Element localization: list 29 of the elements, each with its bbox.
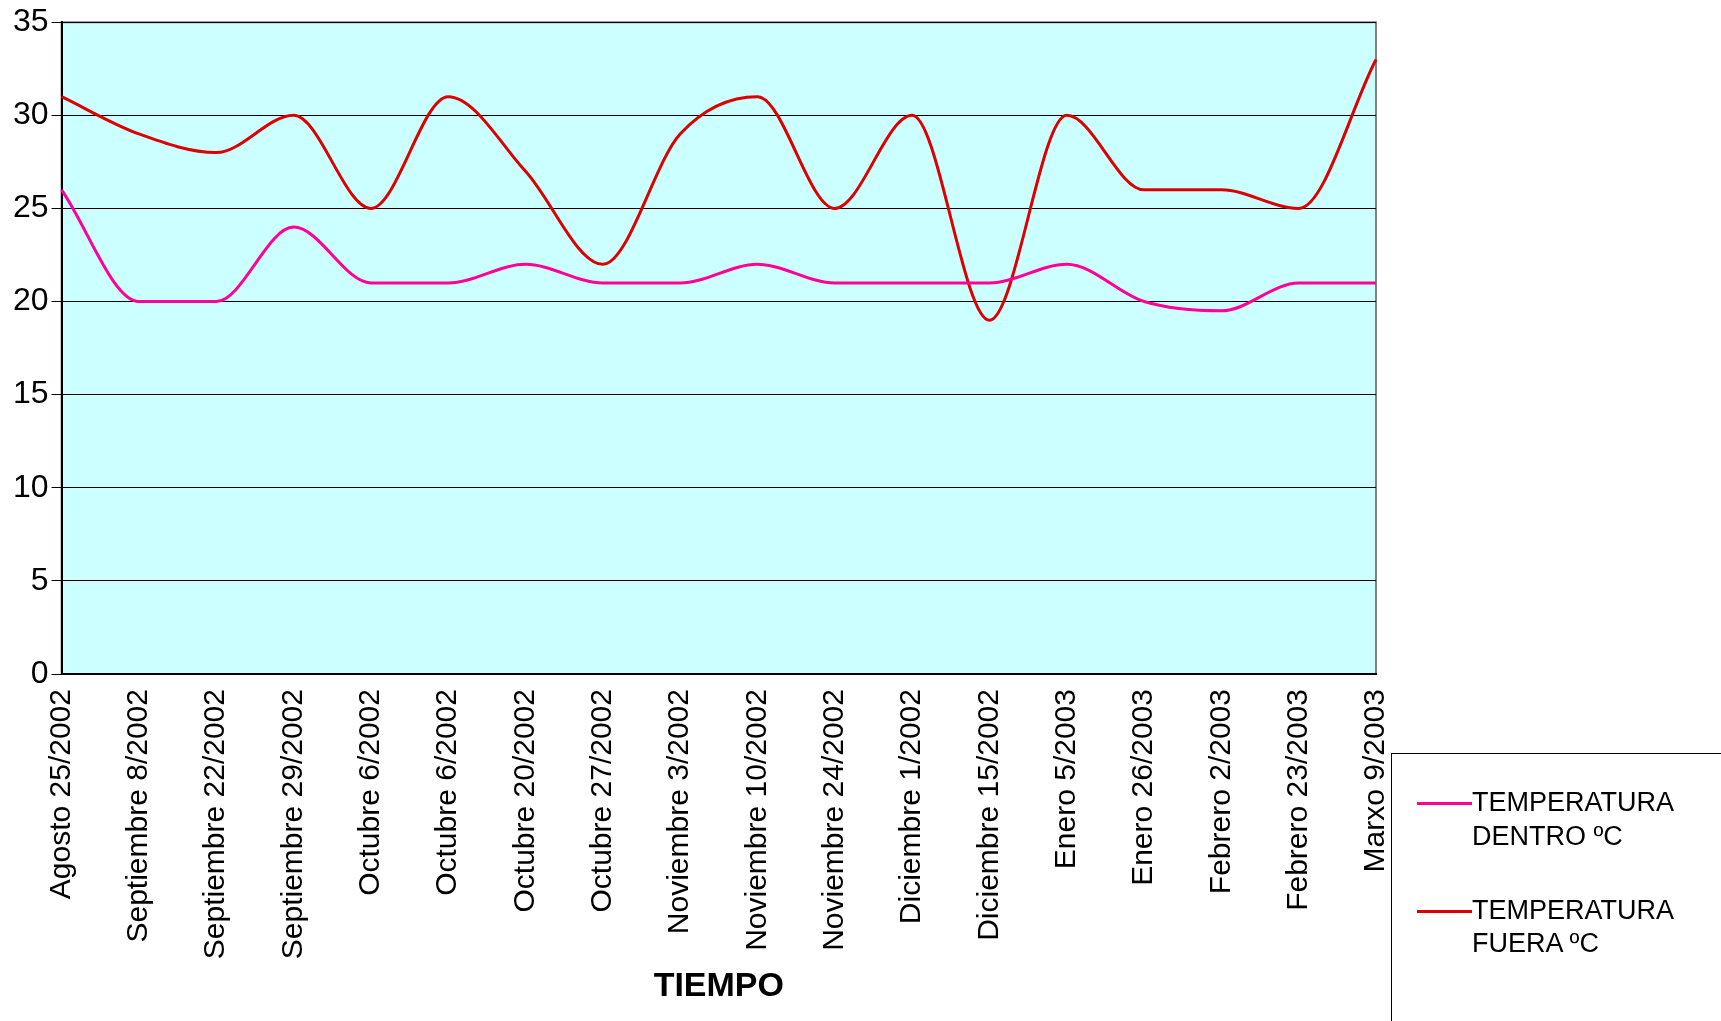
x-tick-label: Septiembre 22/2002 [197, 689, 231, 960]
x-tick-label: Febrero 23/2003 [1279, 689, 1313, 911]
y-tick-label: 5 [30, 560, 49, 597]
legend-label: TEMPERATURA DENTRO ºC [1472, 786, 1675, 853]
x-tick-label: Noviembre 10/2002 [738, 689, 772, 951]
x-tick-label: Septiembre 8/2002 [120, 689, 154, 943]
y-tick-label: 35 [13, 2, 49, 39]
x-tick-label: Octubre 6/2002 [429, 689, 463, 896]
x-tick-label: Febrero 2/2003 [1202, 689, 1236, 895]
x-tick-label: Enero 5/2003 [1047, 689, 1081, 870]
y-tick-label: 10 [13, 467, 49, 504]
x-tick-label: Enero 26/2003 [1125, 689, 1159, 886]
x-axis-title: TIEMPO [653, 964, 784, 1003]
y-tick-label: 0 [30, 653, 49, 690]
x-tick-label: Noviembre 24/2002 [816, 689, 850, 951]
x-tick-label: Agosto 25/2002 [42, 689, 76, 900]
x-tick-label: Septiembre 29/2002 [274, 689, 308, 960]
x-tick-label: Diciembre 15/2002 [970, 689, 1004, 941]
x-tick-label: Octubre 27/2002 [584, 689, 618, 913]
x-tick-label: Noviembre 3/2002 [661, 689, 695, 935]
y-tick-label: 20 [13, 281, 49, 318]
y-tick-label: 15 [13, 374, 49, 411]
y-tick-label: 30 [13, 95, 49, 132]
x-tick-label: Octubre 6/2002 [352, 689, 386, 896]
y-tick-label: 25 [13, 188, 49, 225]
x-tick-label: Octubre 20/2002 [506, 689, 540, 913]
x-tick-label: Marxo 9/2003 [1357, 689, 1391, 873]
x-tick-label: Diciembre 1/2002 [893, 689, 927, 925]
legend-label: TEMPERATURA FUERA ºC [1472, 893, 1675, 961]
